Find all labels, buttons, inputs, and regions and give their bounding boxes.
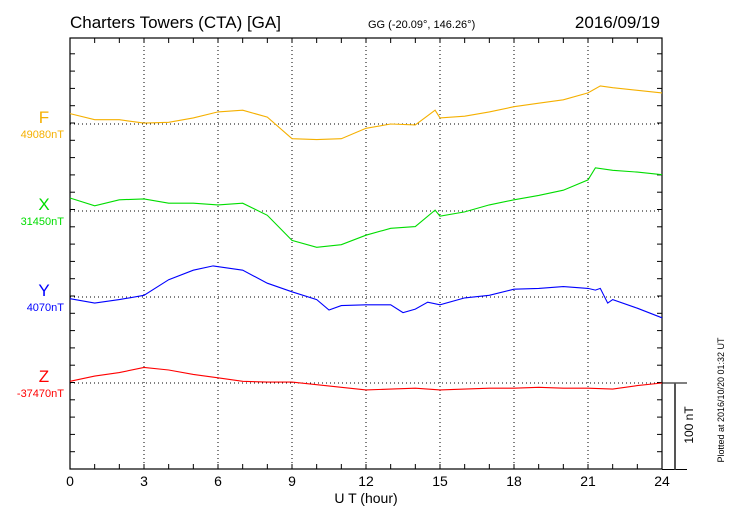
station-coordinates: GG (-20.09°, 146.26°) — [368, 19, 475, 31]
series-line-x — [69, 167, 663, 248]
series-line-y — [69, 265, 663, 319]
x-tick-label: 12 — [358, 473, 374, 489]
x-tick-label: 6 — [214, 473, 222, 489]
scale-bar-label: 100 nT — [682, 406, 696, 444]
x-tick-label: 9 — [288, 473, 296, 489]
component-label-f: F — [39, 108, 49, 127]
x-tick-label: 0 — [66, 473, 74, 489]
series-line-z — [69, 366, 663, 391]
baseline-value-x: 31450nT — [21, 216, 65, 228]
chart-date: 2016/09/19 — [575, 13, 660, 32]
baseline-value-z: -37470nT — [17, 388, 64, 400]
baseline-value-f: 49080nT — [21, 129, 65, 141]
component-label-x: X — [38, 195, 49, 214]
plotted-at-footer: Plotted at 2016/10/20 01:32 UT — [716, 337, 726, 463]
chart-title: Charters Towers (CTA) [GA] — [70, 13, 281, 32]
component-label-y: Y — [38, 281, 49, 300]
x-tick-label: 24 — [654, 473, 670, 489]
x-tick-label: 15 — [432, 473, 448, 489]
x-tick-label: 18 — [506, 473, 522, 489]
x-tick-label: 3 — [140, 473, 148, 489]
x-tick-label: 21 — [580, 473, 596, 489]
baseline-value-y: 4070nT — [27, 302, 65, 314]
x-axis-label: U T (hour) — [334, 490, 397, 506]
component-label-z: Z — [39, 367, 49, 386]
series-line-f — [69, 85, 663, 141]
